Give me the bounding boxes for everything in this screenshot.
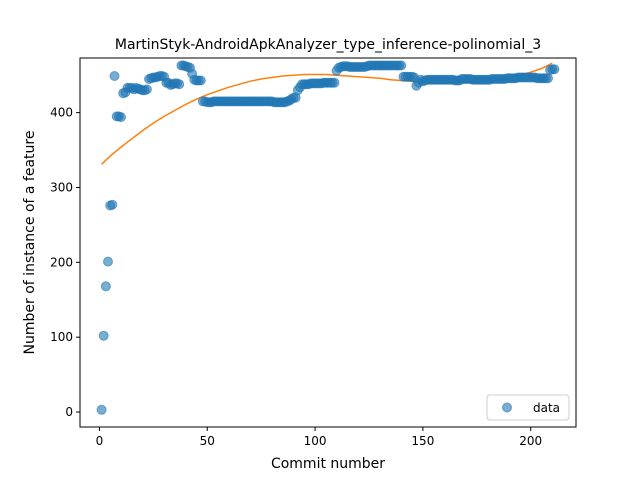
- data-point: [107, 199, 118, 210]
- data-point: [116, 112, 126, 123]
- data-points: [96, 60, 560, 415]
- data-point: [100, 281, 111, 292]
- x-axis-label: Commit number: [271, 456, 385, 472]
- data-point: [141, 84, 152, 95]
- data-point: [543, 73, 553, 84]
- y-axis-label: Number of instance of a feature: [22, 131, 38, 355]
- y-tick-label: 200: [50, 255, 73, 269]
- data-point: [98, 330, 109, 341]
- x-tick-label: 150: [411, 434, 434, 448]
- y-tick-label: 0: [65, 405, 73, 419]
- data-point: [329, 77, 340, 88]
- legend: data: [486, 394, 570, 421]
- x-tick-label: 200: [519, 434, 542, 448]
- x-tick-label: 100: [304, 434, 327, 448]
- legend-label-data: data: [533, 401, 560, 415]
- data-point: [96, 404, 107, 415]
- y-tick-label: 100: [50, 330, 73, 344]
- data-point: [103, 256, 113, 267]
- data-point: [109, 71, 120, 81]
- x-tick-label: 0: [96, 434, 104, 448]
- data-point: [195, 75, 206, 86]
- x-tick-label: 50: [200, 434, 215, 448]
- legend-marker-data: [502, 402, 512, 413]
- plot-frame: [79, 57, 577, 428]
- y-tick-label: 300: [50, 180, 73, 194]
- tick-group: 0 50 100 150 200 0 100 200 300 400: [50, 106, 542, 448]
- chart-title: MartinStyk-AndroidApkAnalyzer_type_infer…: [115, 37, 541, 53]
- y-tick-label: 400: [50, 106, 73, 120]
- data-point: [549, 64, 560, 75]
- legend-box: [486, 394, 570, 421]
- data-point: [174, 79, 185, 90]
- data-point: [396, 60, 407, 71]
